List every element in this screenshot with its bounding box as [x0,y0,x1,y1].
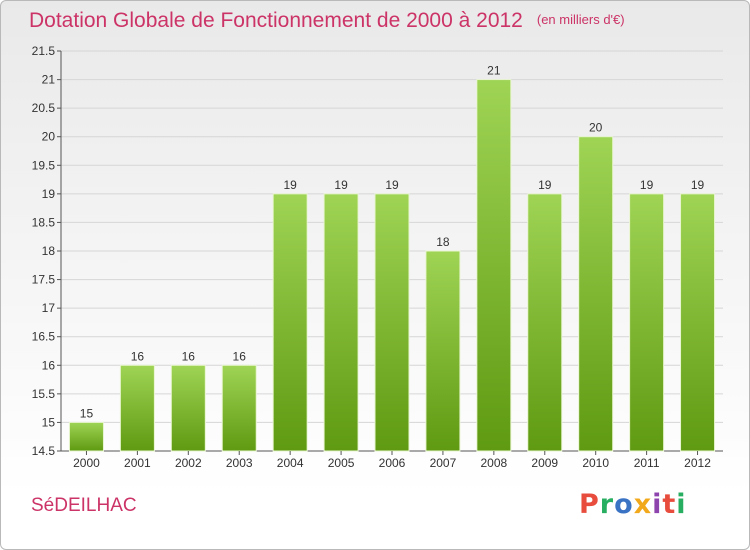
x-tick-label: 2001 [124,456,151,470]
y-tick-label: 21 [42,73,56,87]
y-tick-label: 16.5 [32,330,56,344]
bar [680,193,716,452]
brand-letter: P [579,489,600,520]
y-tick-label: 19 [42,187,56,201]
y-tick-label: 20.5 [32,101,56,115]
brand-logo: Proxiti [579,489,687,520]
x-tick-label: 2011 [634,456,660,470]
x-tick-label: 2002 [175,456,202,470]
brand-letter: o [614,489,634,520]
brand-letter: i [652,489,663,520]
bar [68,421,104,452]
data-label: 19 [640,178,654,192]
bar [578,136,614,452]
x-tick-label: 2008 [480,456,507,470]
y-tick-label: 17.5 [32,273,56,287]
bar [476,79,512,452]
data-label: 15 [80,406,94,420]
bar [323,193,359,452]
y-tick-label: 17 [42,301,56,315]
data-label: 18 [436,235,450,249]
x-tick-label: 2003 [226,456,253,470]
data-label: 16 [131,349,145,363]
brand-letter: i [676,489,687,520]
y-tick-label: 14.5 [32,444,56,458]
x-tick-label: 2009 [531,456,558,470]
x-tick-label: 2004 [277,456,304,470]
y-tick-label: 20 [42,130,56,144]
y-tick-label: 21.5 [32,44,56,58]
commune-name: SéDEILHAC [31,495,137,516]
data-label: 19 [691,178,705,192]
x-tick-label: 2000 [73,456,100,470]
x-tick-label: 2012 [684,456,711,470]
x-tick-label: 2005 [328,456,355,470]
bar [272,193,308,452]
y-tick-label: 19.5 [32,158,56,172]
y-tick-label: 15 [42,415,56,429]
data-label: 16 [182,349,196,363]
y-tick-label: 18.5 [32,215,56,229]
x-tick-label: 2010 [582,456,609,470]
brand-letter: t [662,489,677,520]
bar [170,364,206,452]
y-tick-label: 15.5 [32,387,56,401]
unit-label: (en milliers d'€) [536,12,625,27]
data-label: 21 [487,64,501,78]
x-tick-label: 2006 [379,456,406,470]
bar [374,193,410,452]
bar [119,364,155,452]
data-label: 19 [334,178,348,192]
chart-title: Dotation Globale de Fonctionnement de 20… [29,9,625,33]
bar [425,250,461,452]
data-label: 20 [589,121,603,135]
y-tick-label: 16 [42,358,56,372]
brand-letter: r [599,489,615,520]
bar [221,364,257,452]
data-label: 19 [538,178,552,192]
data-label: 19 [283,178,297,192]
data-label: 16 [233,349,247,363]
brand-letter: x [633,489,653,520]
bar [629,193,665,452]
y-tick-label: 18 [42,244,56,258]
bar [527,193,563,452]
title-text: Dotation Globale de Fonctionnement de 20… [29,9,523,32]
x-tick-label: 2007 [430,456,457,470]
data-label: 19 [385,178,399,192]
